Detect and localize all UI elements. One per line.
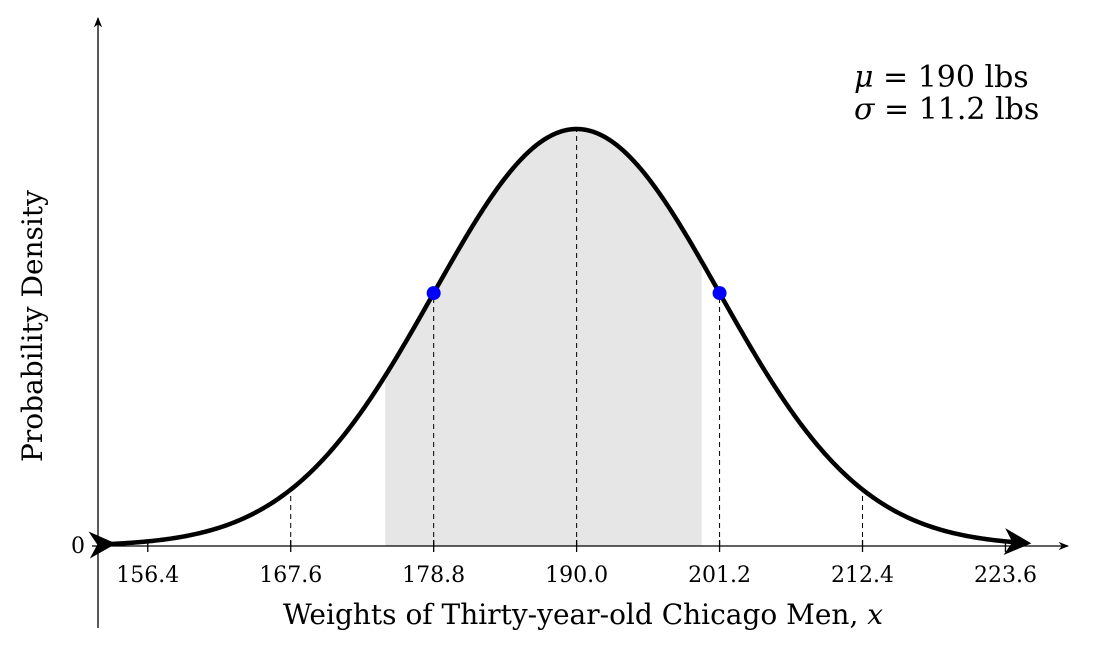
x-tick-label: 167.6 <box>259 563 322 588</box>
x-ticks: 156.4 167.6 178.8 190.0 201.2 212.4 223.6 <box>116 540 1037 588</box>
x-tick-label: 201.2 <box>688 563 751 588</box>
sigma-annotation: σ = 11.2 lbs <box>854 92 1039 127</box>
inflection-points <box>426 286 727 301</box>
shaded-region <box>385 129 702 546</box>
x-axis-title: Weights of Thirty-year-old Chicago Men, … <box>283 598 883 631</box>
normal-curve <box>88 126 1032 559</box>
x-tick-label: 156.4 <box>116 563 179 588</box>
mu-annotation: μ = 190 lbs <box>854 60 1029 95</box>
inflection-point <box>426 286 441 301</box>
x-tick-label: 212.4 <box>831 563 894 588</box>
x-tick-label: 190.0 <box>545 563 608 588</box>
dashed-lines <box>290 129 864 546</box>
y-tick-label-zero: 0 <box>71 534 85 559</box>
x-tick-label: 178.8 <box>402 563 465 588</box>
x-tick-label: 223.6 <box>974 563 1037 588</box>
y-axis-title: Probability Density <box>16 190 49 462</box>
inflection-point <box>712 286 727 301</box>
